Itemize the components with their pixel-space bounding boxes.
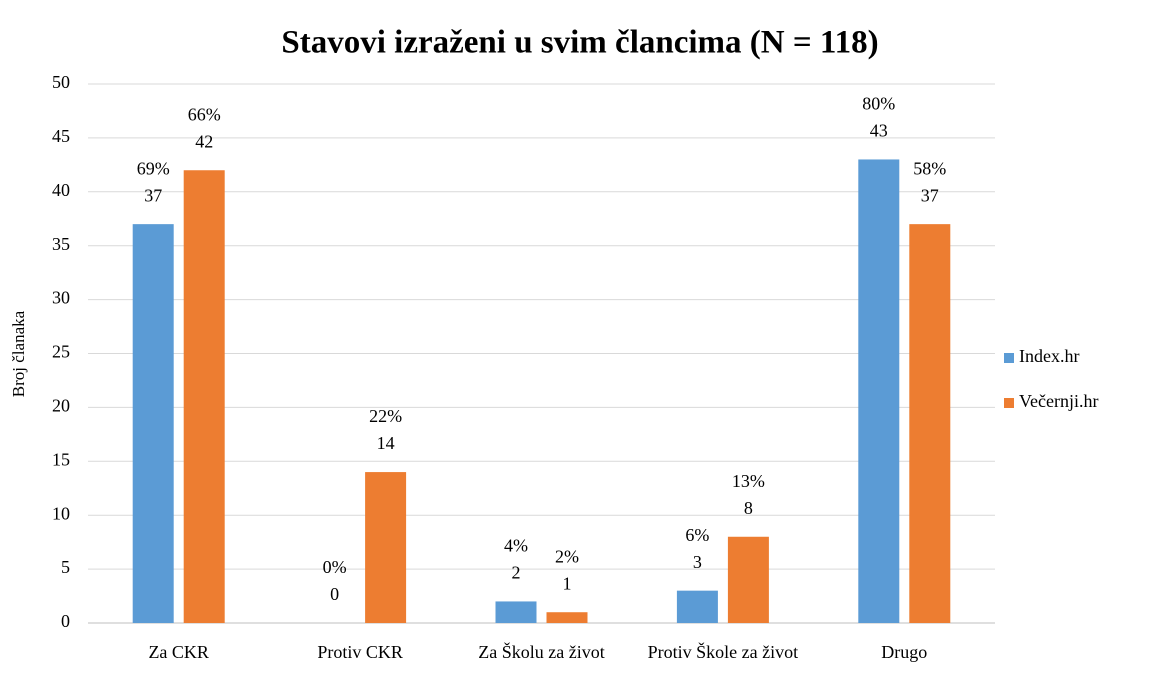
y-tick-label: 5 <box>61 557 70 577</box>
y-tick-label: 10 <box>52 503 70 523</box>
bar <box>495 601 537 623</box>
share-label: 80% <box>862 94 895 114</box>
y-tick-label: 40 <box>52 180 70 200</box>
y-tick-label: 25 <box>52 342 70 362</box>
share-label: 13% <box>732 471 765 491</box>
share-label: 66% <box>188 104 221 124</box>
share-label: 4% <box>504 536 528 556</box>
bar <box>909 224 951 623</box>
legend-label: Index.hr <box>1019 346 1079 366</box>
y-tick-label: 30 <box>52 288 70 308</box>
y-tick-label: 35 <box>52 234 70 254</box>
legend-label: Večernji.hr <box>1019 391 1098 411</box>
share-label: 58% <box>913 158 946 178</box>
x-tick-label: Protiv Škole za život <box>648 641 798 662</box>
y-tick-label: 0 <box>61 611 70 631</box>
data-label: 1 <box>563 573 572 593</box>
share-label: 6% <box>685 525 709 545</box>
data-label: 43 <box>870 121 888 141</box>
chart-title: Stavovi izraženi u svim člancima (N = 11… <box>281 25 878 61</box>
share-label: 2% <box>555 546 579 566</box>
bar <box>858 159 900 623</box>
data-label: 42 <box>195 131 213 151</box>
y-tick-label: 50 <box>52 72 70 92</box>
bar <box>676 590 718 623</box>
data-label: 37 <box>144 185 162 205</box>
data-label: 0 <box>330 584 339 604</box>
share-label: 69% <box>137 158 170 178</box>
data-label: 8 <box>744 498 753 518</box>
y-tick-label: 20 <box>52 396 70 416</box>
bar <box>132 224 174 623</box>
data-label: 37 <box>921 185 939 205</box>
x-tick-label: Za Školu za život <box>478 641 604 662</box>
data-label: 3 <box>693 552 702 572</box>
y-axis-label: Broj članaka <box>9 310 28 397</box>
x-tick-label: Drugo <box>881 642 927 662</box>
data-label: 2 <box>512 563 521 583</box>
x-tick-label: Za CKR <box>148 642 209 662</box>
data-label: 14 <box>377 433 395 453</box>
bar <box>727 536 769 623</box>
bar <box>365 472 407 623</box>
y-tick-label: 45 <box>52 126 70 146</box>
bar <box>546 612 588 623</box>
y-tick-label: 15 <box>52 449 70 469</box>
legend-swatch <box>1004 398 1014 408</box>
share-label: 0% <box>323 557 347 577</box>
legend-swatch <box>1004 353 1014 363</box>
share-label: 22% <box>369 406 402 426</box>
bar <box>183 170 225 624</box>
x-tick-label: Protiv CKR <box>317 642 403 662</box>
